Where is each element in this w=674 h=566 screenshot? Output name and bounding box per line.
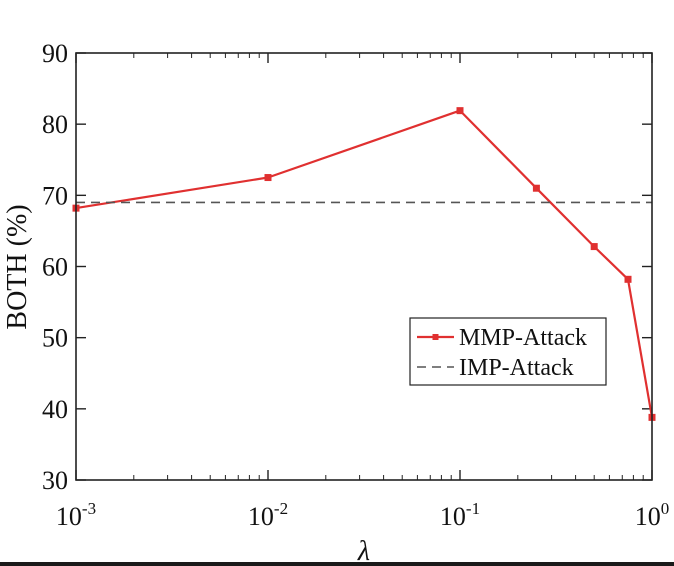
x-tick-label: 10-1 [440, 499, 480, 531]
data-point-mmp-attack [264, 174, 272, 182]
data-point-mmp-attack [532, 184, 540, 192]
bottom-rule [0, 562, 674, 566]
data-point-mmp-attack [624, 275, 632, 283]
x-axis-label: λ [357, 536, 370, 566]
y-tick-label: 90 [42, 39, 68, 68]
legend-box [409, 317, 607, 386]
y-tick-label: 50 [42, 324, 68, 353]
y-tick-label: 80 [42, 110, 68, 139]
data-point-mmp-attack [590, 243, 598, 251]
legend-label: IMP-Attack [459, 355, 574, 381]
legend-marker [432, 334, 439, 340]
minor-ticks [133, 53, 644, 480]
plot-frame [75, 52, 653, 481]
legend-label: MMP-Attack [459, 325, 587, 351]
x-tick-label: 10-2 [248, 499, 288, 531]
data-point-mmp-attack [456, 107, 464, 115]
y-tick-label: 70 [42, 181, 68, 210]
y-tick-label: 60 [42, 253, 68, 282]
x-tick-label: 100 [635, 499, 670, 531]
major-ticks [75, 52, 653, 481]
y-tick-label: 40 [42, 395, 68, 424]
y-axis-label: BOTH (%) [2, 204, 33, 329]
tick-labels: 10-3 10-2 10-1 100 30 40 50 60 70 80 90 [42, 39, 669, 531]
y-tick-label: 30 [42, 466, 68, 495]
x-tick-label: 10-3 [56, 499, 96, 531]
legend: MMP-Attack IMP-Attack [409, 317, 607, 386]
